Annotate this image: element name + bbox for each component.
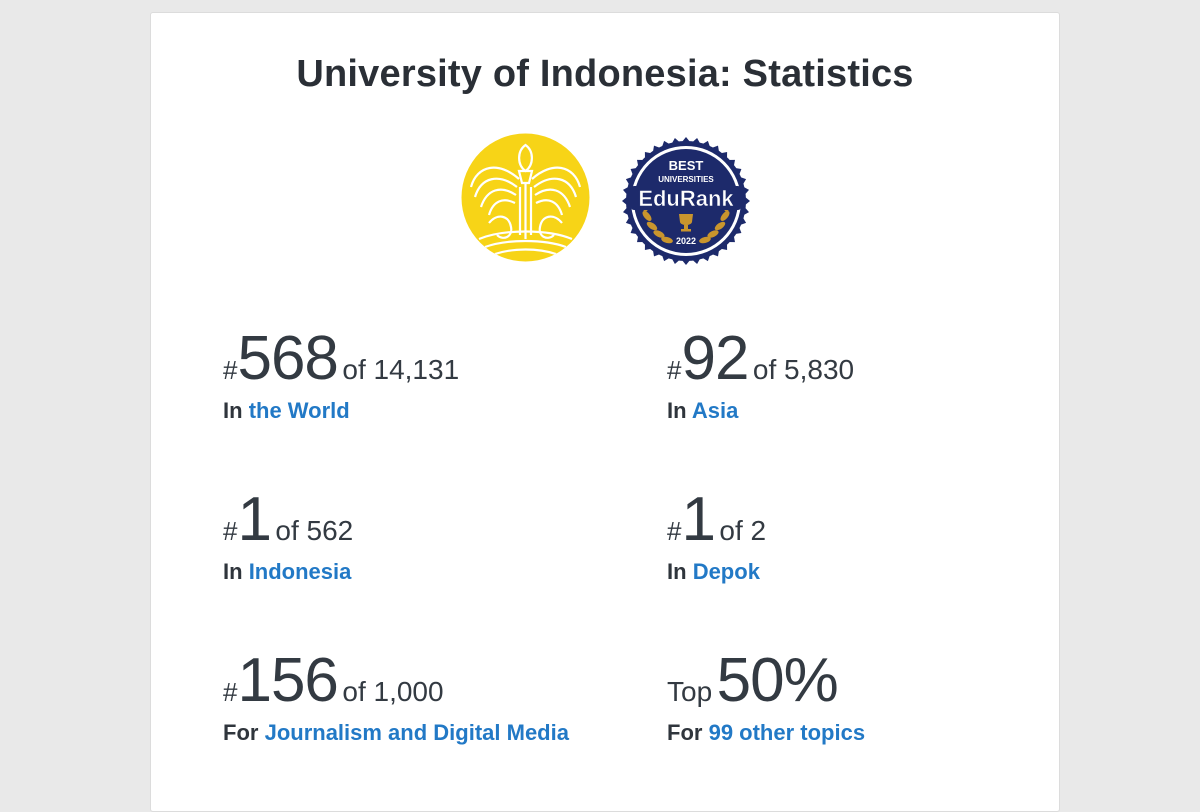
- rank-value: 1: [237, 485, 271, 554]
- rank-prefix: #: [223, 355, 238, 385]
- scope-link-asia[interactable]: Asia: [691, 398, 739, 423]
- rank-of: of 2: [719, 515, 767, 546]
- badge-best-text: BEST: [669, 158, 704, 173]
- scope-prefix: For: [667, 720, 703, 745]
- rank-prefix: #: [223, 516, 238, 546]
- rank-value: 1: [681, 485, 715, 554]
- edurank-badge-icon: BEST UNIVERSITIES EduRank 2022: [622, 137, 750, 265]
- rank-prefix: #: [667, 516, 682, 546]
- scope-link-indonesia[interactable]: Indonesia: [248, 559, 352, 584]
- stat-other-topics: Top 50% For 99 other topics: [667, 650, 865, 746]
- scope-prefix: In: [223, 559, 243, 584]
- rank-of: of 5,830: [752, 354, 855, 385]
- logos-row: BEST UNIVERSITIES EduRank 2022: [151, 128, 1059, 273]
- rank-value: 50%: [716, 646, 839, 715]
- trophy-icon: [679, 214, 693, 232]
- rank-prefix: Top: [667, 676, 713, 707]
- scope-prefix: In: [223, 398, 243, 423]
- scope-link-journalism[interactable]: Journalism and Digital Media: [264, 720, 569, 745]
- rank-value: 92: [681, 324, 749, 393]
- scope-link-other-topics[interactable]: 99 other topics: [708, 720, 866, 745]
- rank-of: of 14,131: [342, 354, 460, 385]
- scope-link-depok[interactable]: Depok: [692, 559, 760, 584]
- stat-depok: #1 of 2 In Depok: [667, 489, 766, 585]
- badge-brand-text: EduRank: [638, 186, 734, 211]
- scope-prefix: In: [667, 559, 687, 584]
- rank-value: 156: [237, 646, 338, 715]
- rank-of: of 1,000: [342, 676, 444, 707]
- stat-world: #568 of 14,131 In the World: [223, 328, 459, 424]
- stat-indonesia: #1 of 562 In Indonesia: [223, 489, 353, 585]
- makara-logo-icon: [461, 133, 590, 262]
- page-title: University of Indonesia: Statistics: [296, 53, 914, 95]
- badge-year-text: 2022: [676, 236, 696, 246]
- scope-prefix: In: [667, 398, 687, 423]
- rank-prefix: #: [223, 677, 238, 707]
- scope-link-world[interactable]: the World: [248, 398, 350, 423]
- rank-value: 568: [237, 324, 338, 393]
- statistics-card: University of Indonesia: Statistics: [150, 12, 1060, 812]
- badge-universities-text: UNIVERSITIES: [658, 175, 714, 184]
- scope-prefix: For: [223, 720, 259, 745]
- rank-of: of 562: [275, 515, 354, 546]
- stat-topic-journalism: #156 of 1,000 For Journalism and Digital…: [223, 650, 569, 746]
- stat-asia: #92 of 5,830 In Asia: [667, 328, 854, 424]
- rank-prefix: #: [667, 355, 682, 385]
